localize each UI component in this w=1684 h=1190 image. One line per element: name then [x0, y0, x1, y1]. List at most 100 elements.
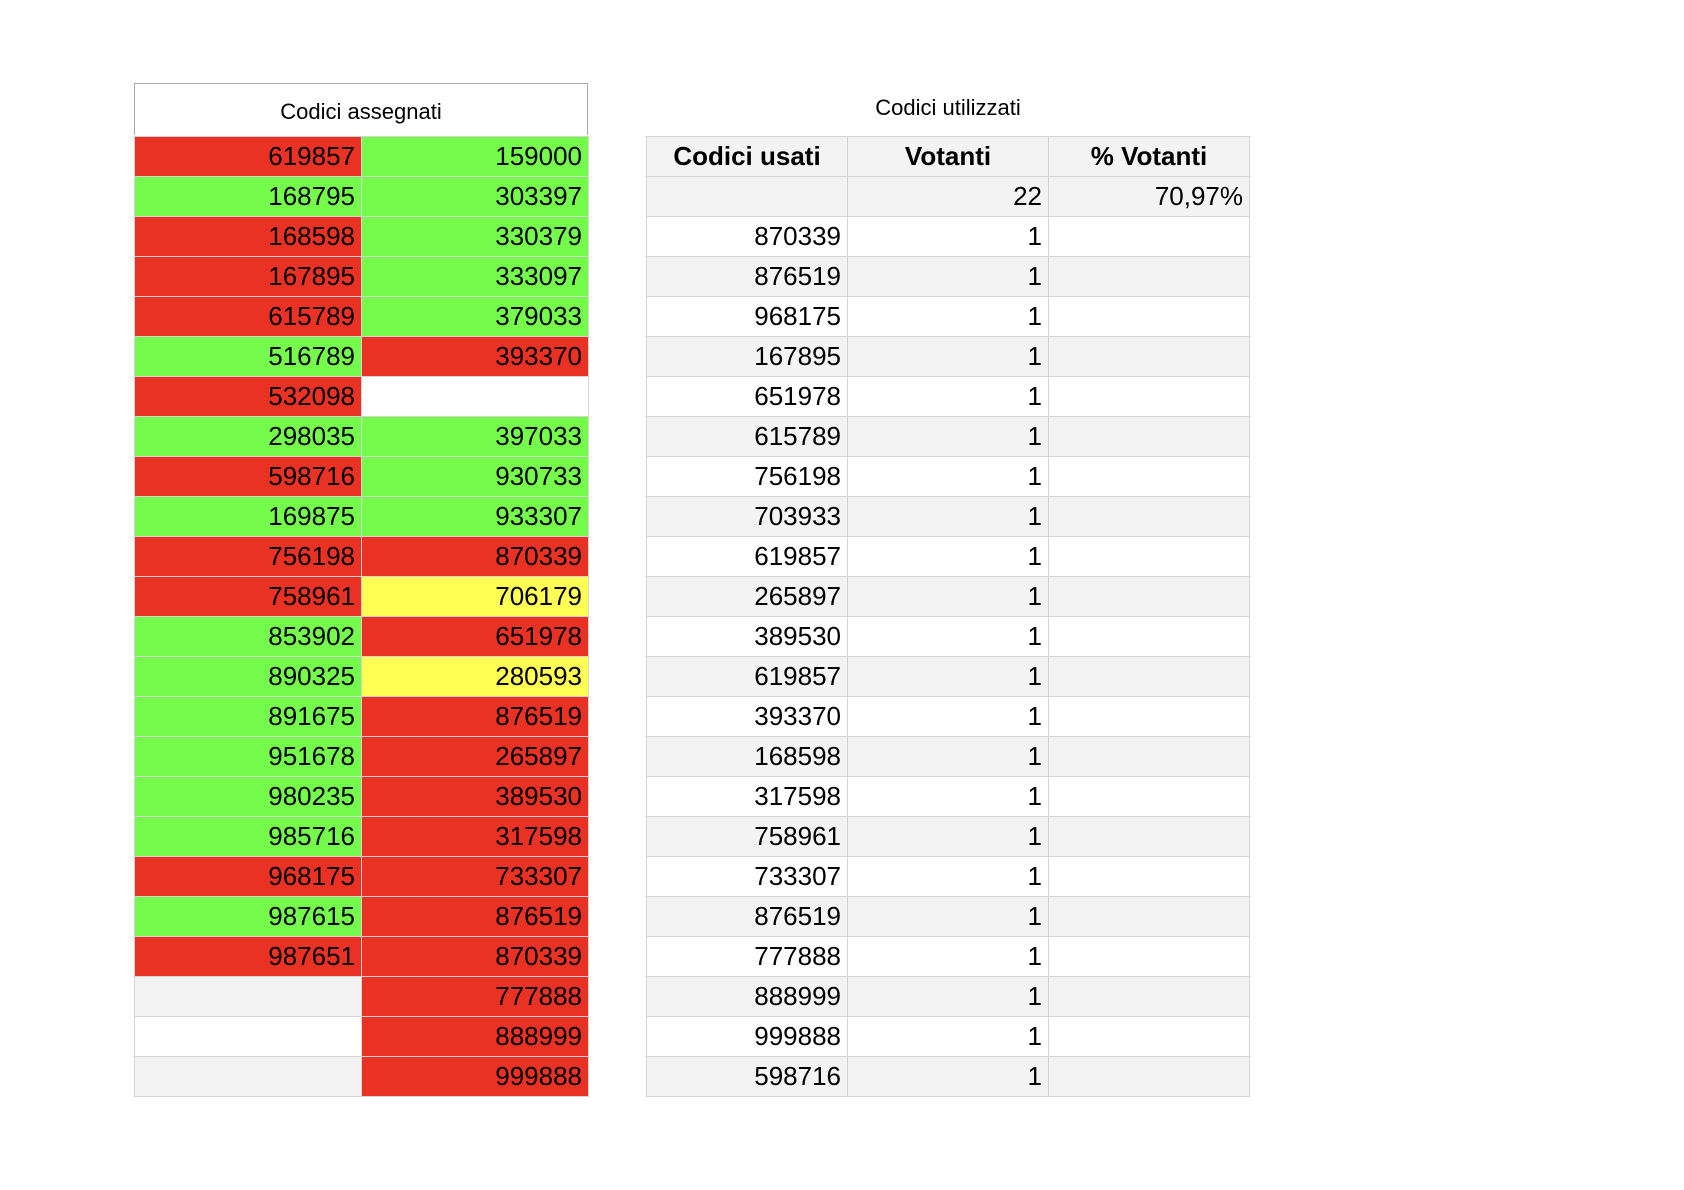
assigned-cell[interactable]: 393370: [361, 336, 589, 377]
assigned-cell[interactable]: 615789: [134, 296, 362, 337]
percent-cell[interactable]: [1048, 696, 1250, 737]
assigned-cell[interactable]: 167895: [134, 256, 362, 297]
code-cell[interactable]: 619857: [646, 656, 848, 697]
assigned-cell[interactable]: 756198: [134, 536, 362, 577]
assigned-cell[interactable]: 651978: [361, 616, 589, 657]
code-cell[interactable]: 598716: [646, 1056, 848, 1097]
code-cell[interactable]: 870339: [646, 216, 848, 257]
assigned-cell[interactable]: 280593: [361, 656, 589, 697]
assigned-cell[interactable]: 985716: [134, 816, 362, 857]
assigned-cell[interactable]: 303397: [361, 176, 589, 217]
assigned-cell[interactable]: 516789: [134, 336, 362, 377]
percent-cell[interactable]: [1048, 496, 1250, 537]
assigned-cell[interactable]: 619857: [134, 136, 362, 177]
assigned-cell[interactable]: 330379: [361, 216, 589, 257]
percent-cell[interactable]: [1048, 416, 1250, 457]
assigned-cell[interactable]: 930733: [361, 456, 589, 497]
percent-cell[interactable]: [1048, 1016, 1250, 1057]
code-cell[interactable]: 389530: [646, 616, 848, 657]
assigned-cell[interactable]: 853902: [134, 616, 362, 657]
summary-codes-cell[interactable]: [646, 176, 848, 217]
code-cell[interactable]: 317598: [646, 776, 848, 817]
code-cell[interactable]: 876519: [646, 896, 848, 937]
assigned-cell[interactable]: 317598: [361, 816, 589, 857]
code-cell[interactable]: 888999: [646, 976, 848, 1017]
code-cell[interactable]: 167895: [646, 336, 848, 377]
assigned-cell[interactable]: 777888: [361, 976, 589, 1017]
code-cell[interactable]: 168598: [646, 736, 848, 777]
code-cell[interactable]: 876519: [646, 256, 848, 297]
percent-cell[interactable]: [1048, 816, 1250, 857]
votanti-cell[interactable]: 1: [847, 776, 1049, 817]
assigned-cell[interactable]: 532098: [134, 376, 362, 417]
percent-cell[interactable]: [1048, 336, 1250, 377]
percent-cell[interactable]: [1048, 296, 1250, 337]
votanti-cell[interactable]: 1: [847, 456, 1049, 497]
code-cell[interactable]: 999888: [646, 1016, 848, 1057]
assigned-cell[interactable]: 389530: [361, 776, 589, 817]
percent-cell[interactable]: [1048, 256, 1250, 297]
assigned-cell[interactable]: 159000: [361, 136, 589, 177]
assigned-cell[interactable]: 876519: [361, 896, 589, 937]
percent-cell[interactable]: [1048, 856, 1250, 897]
code-cell[interactable]: 756198: [646, 456, 848, 497]
assigned-cell[interactable]: 890325: [134, 656, 362, 697]
assigned-cell[interactable]: 169875: [134, 496, 362, 537]
code-cell[interactable]: 703933: [646, 496, 848, 537]
votanti-cell[interactable]: 1: [847, 976, 1049, 1017]
votanti-cell[interactable]: 1: [847, 496, 1049, 537]
code-cell[interactable]: 619857: [646, 536, 848, 577]
percent-cell[interactable]: [1048, 1056, 1250, 1097]
percent-cell[interactable]: [1048, 936, 1250, 977]
votanti-cell[interactable]: 1: [847, 216, 1049, 257]
code-cell[interactable]: 265897: [646, 576, 848, 617]
assigned-cell[interactable]: 891675: [134, 696, 362, 737]
assigned-cell[interactable]: 298035: [134, 416, 362, 457]
assigned-cell[interactable]: 876519: [361, 696, 589, 737]
assigned-cell[interactable]: [134, 1016, 362, 1057]
assigned-cell[interactable]: 706179: [361, 576, 589, 617]
votanti-cell[interactable]: 1: [847, 256, 1049, 297]
code-cell[interactable]: 968175: [646, 296, 848, 337]
header-codici-usati[interactable]: Codici usati: [646, 136, 848, 177]
assigned-cell[interactable]: 333097: [361, 256, 589, 297]
assigned-cell[interactable]: [361, 376, 589, 417]
assigned-cell[interactable]: 870339: [361, 536, 589, 577]
assigned-cell[interactable]: 870339: [361, 936, 589, 977]
percent-cell[interactable]: [1048, 976, 1250, 1017]
assigned-cell[interactable]: 888999: [361, 1016, 589, 1057]
assigned-cell[interactable]: 933307: [361, 496, 589, 537]
votanti-cell[interactable]: 1: [847, 616, 1049, 657]
assigned-cell[interactable]: 951678: [134, 736, 362, 777]
votanti-cell[interactable]: 1: [847, 656, 1049, 697]
header-votanti[interactable]: Votanti: [847, 136, 1049, 177]
assigned-cell[interactable]: 397033: [361, 416, 589, 457]
assigned-cell[interactable]: 758961: [134, 576, 362, 617]
votanti-cell[interactable]: 1: [847, 296, 1049, 337]
assigned-cell[interactable]: 980235: [134, 776, 362, 817]
votanti-cell[interactable]: 1: [847, 936, 1049, 977]
assigned-cell[interactable]: 379033: [361, 296, 589, 337]
percent-cell[interactable]: [1048, 896, 1250, 937]
assigned-cell[interactable]: 968175: [134, 856, 362, 897]
votanti-cell[interactable]: 1: [847, 336, 1049, 377]
assigned-cell[interactable]: 999888: [361, 1056, 589, 1097]
percent-cell[interactable]: [1048, 576, 1250, 617]
votanti-cell[interactable]: 1: [847, 736, 1049, 777]
code-cell[interactable]: 777888: [646, 936, 848, 977]
summary-percent-cell[interactable]: 70,97%: [1048, 176, 1250, 217]
assigned-cell[interactable]: [134, 976, 362, 1017]
percent-cell[interactable]: [1048, 216, 1250, 257]
header-percent-votanti[interactable]: % Votanti: [1048, 136, 1250, 177]
assigned-cell[interactable]: 733307: [361, 856, 589, 897]
percent-cell[interactable]: [1048, 376, 1250, 417]
votanti-cell[interactable]: 1: [847, 536, 1049, 577]
assigned-cell[interactable]: [134, 1056, 362, 1097]
code-cell[interactable]: 733307: [646, 856, 848, 897]
votanti-cell[interactable]: 1: [847, 896, 1049, 937]
assigned-cell[interactable]: 987651: [134, 936, 362, 977]
votanti-cell[interactable]: 1: [847, 1016, 1049, 1057]
votanti-cell[interactable]: 1: [847, 416, 1049, 457]
percent-cell[interactable]: [1048, 616, 1250, 657]
votanti-cell[interactable]: 1: [847, 696, 1049, 737]
